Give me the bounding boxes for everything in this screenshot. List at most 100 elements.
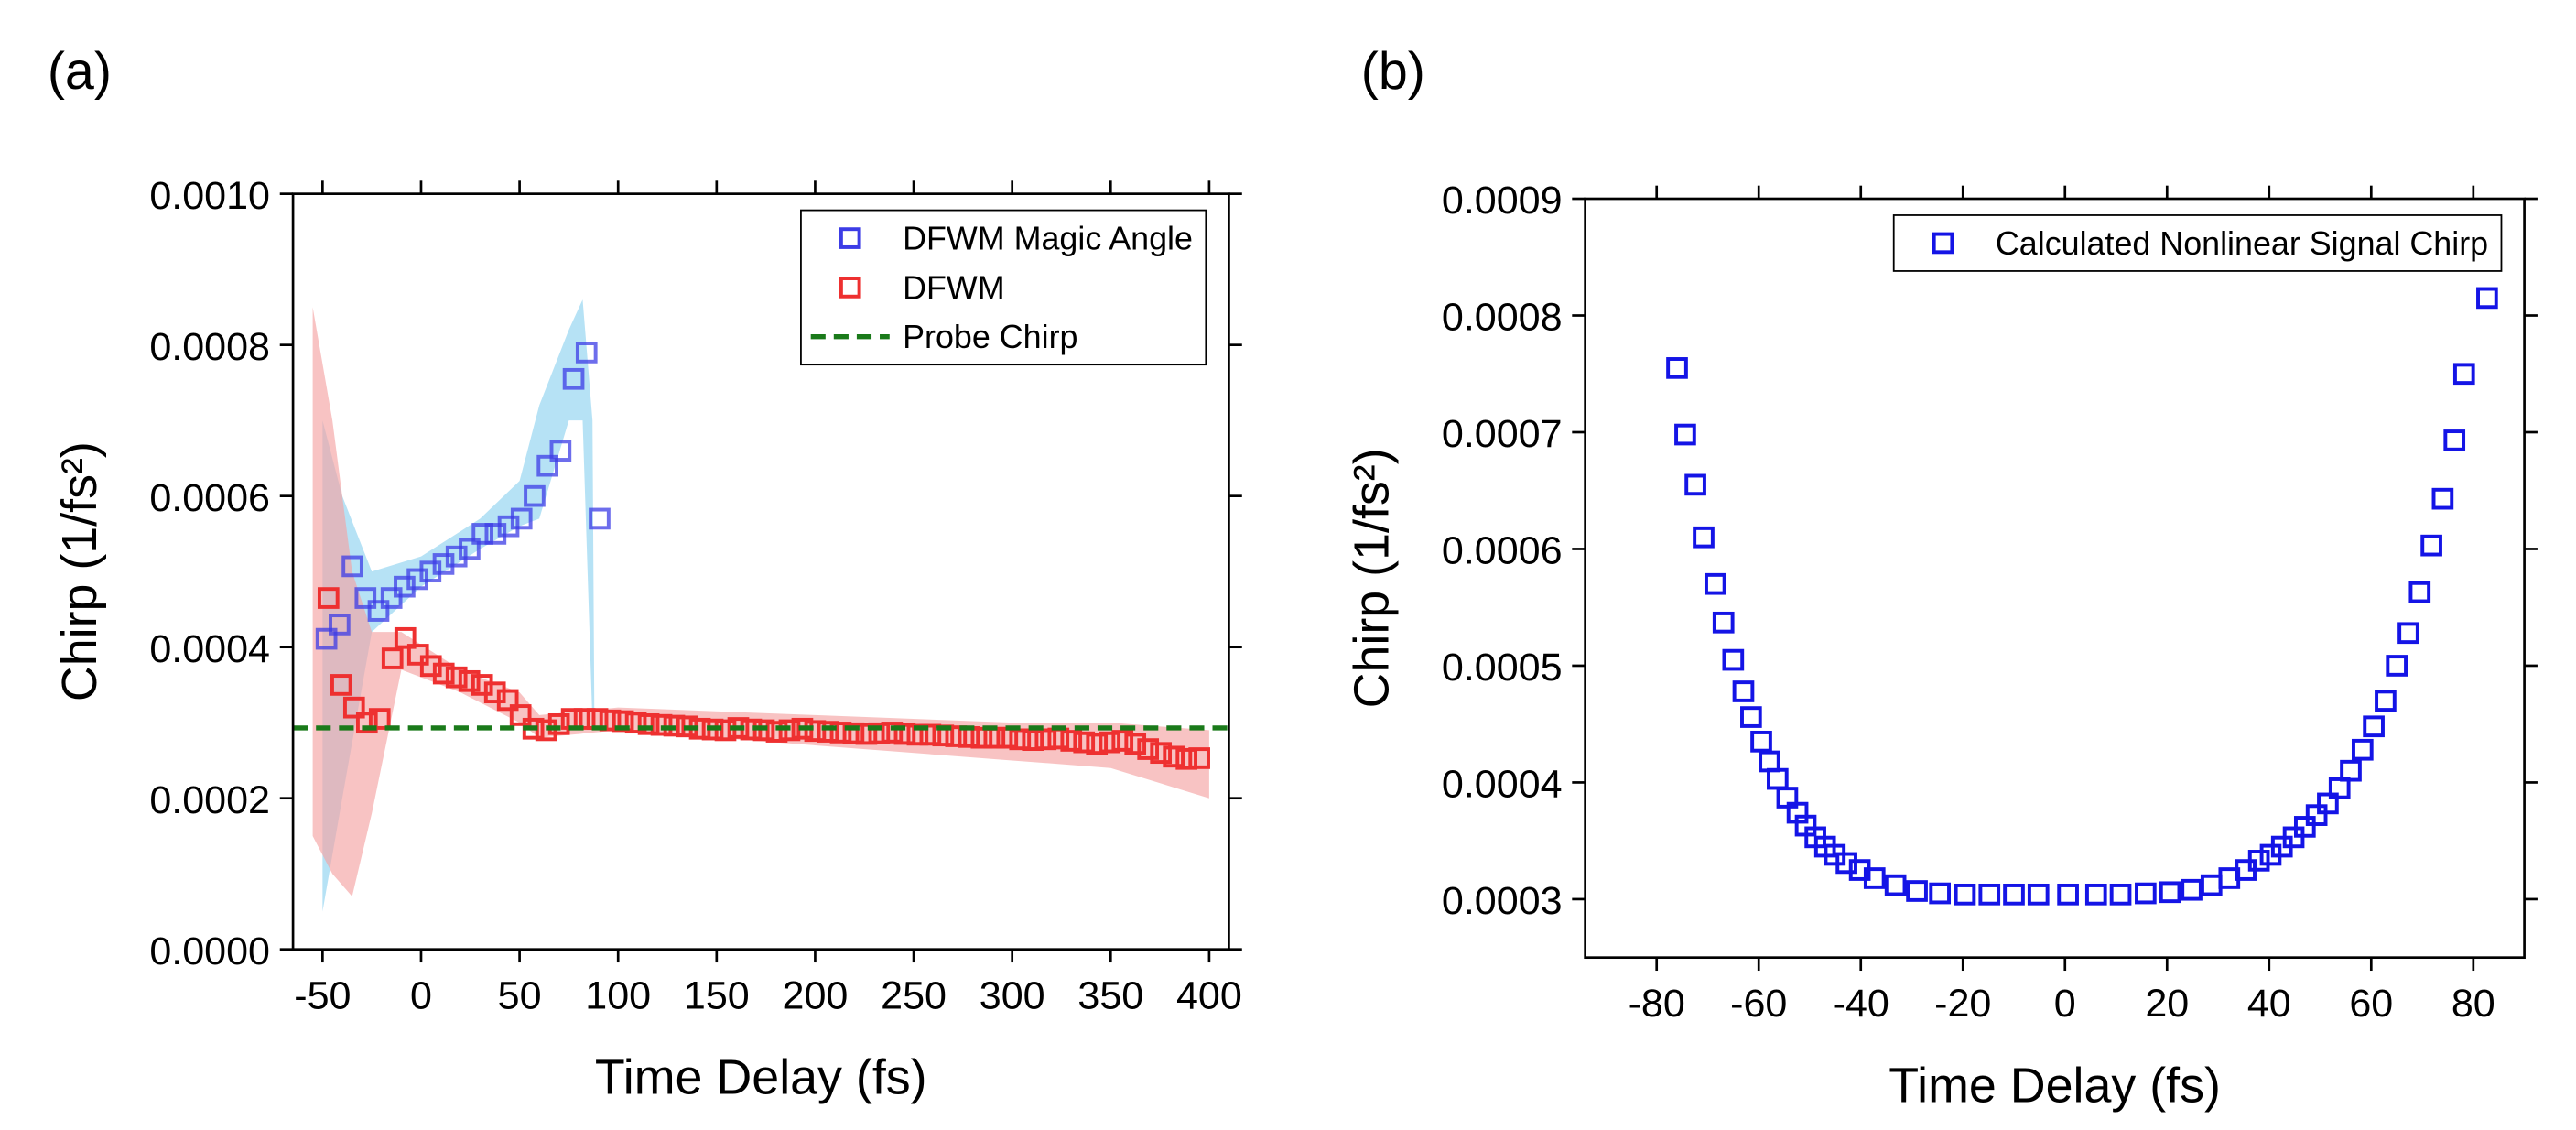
data-point bbox=[1906, 880, 1928, 902]
data-point bbox=[1060, 730, 1083, 752]
data-point bbox=[650, 713, 673, 736]
data-point bbox=[2109, 883, 2132, 906]
data-point bbox=[575, 342, 598, 364]
y-tick-label: 0.0004 bbox=[1442, 763, 1563, 807]
legend-label: Calculated Nonlinear Signal Chirp bbox=[1996, 225, 2488, 262]
y-tick-label: 0.0006 bbox=[1442, 529, 1563, 573]
data-point bbox=[855, 723, 878, 745]
data-point bbox=[2027, 883, 2050, 906]
data-point bbox=[459, 538, 481, 560]
data-point bbox=[1150, 742, 1173, 765]
data-point bbox=[1034, 728, 1057, 751]
plot-area bbox=[293, 299, 1229, 912]
data-point bbox=[329, 614, 351, 636]
data-point bbox=[509, 704, 532, 726]
panel-label: (a) bbox=[48, 42, 112, 101]
data-point bbox=[1188, 747, 1210, 769]
data-point bbox=[1175, 747, 1197, 770]
plot-area bbox=[1666, 287, 2498, 906]
x-axis-title: Time Delay (fs) bbox=[595, 1050, 927, 1105]
data-point bbox=[2247, 850, 2270, 872]
y-axis-title: Chirp (1/fs²) bbox=[1344, 448, 1399, 708]
data-point bbox=[341, 555, 363, 578]
data-point bbox=[2181, 878, 2203, 901]
x-tick-label: 400 bbox=[1176, 973, 1242, 1017]
data-point bbox=[2340, 759, 2362, 782]
data-point bbox=[406, 644, 429, 666]
data-point bbox=[549, 440, 572, 462]
data-point bbox=[562, 367, 585, 390]
x-tick-label: 300 bbox=[980, 973, 1045, 1017]
data-point bbox=[1693, 526, 1715, 549]
data-point bbox=[1978, 883, 2001, 906]
data-point bbox=[1835, 852, 1857, 875]
data-point bbox=[1666, 357, 1688, 379]
data-point bbox=[536, 454, 558, 477]
x-tick-label: -50 bbox=[294, 973, 351, 1017]
data-point bbox=[727, 717, 750, 739]
data-point bbox=[1759, 750, 1780, 773]
data-point bbox=[829, 722, 852, 744]
data-point bbox=[945, 725, 968, 747]
y-tick-label: 0.0005 bbox=[1442, 646, 1563, 690]
data-point bbox=[2159, 881, 2181, 904]
error-band bbox=[312, 307, 1209, 896]
data-point bbox=[368, 708, 391, 730]
data-point bbox=[970, 726, 993, 749]
legend-swatch bbox=[839, 227, 861, 249]
data-point bbox=[342, 696, 365, 719]
y-tick-label: 0.0010 bbox=[149, 174, 270, 218]
x-tick-label: 40 bbox=[2247, 982, 2291, 1026]
x-tick-label: -20 bbox=[1934, 982, 1991, 1026]
data-point bbox=[1073, 731, 1096, 754]
data-point bbox=[367, 600, 390, 622]
axes-frame bbox=[1584, 197, 2526, 960]
data-point bbox=[1740, 706, 1762, 728]
data-point bbox=[354, 587, 377, 609]
data-point bbox=[1684, 473, 1706, 496]
data-point bbox=[2408, 581, 2431, 603]
x-tick-label: 0 bbox=[410, 973, 432, 1017]
data-point bbox=[2057, 883, 2079, 906]
data-point bbox=[573, 708, 596, 730]
data-point bbox=[2386, 655, 2408, 677]
data-point bbox=[624, 712, 647, 734]
x-tick-label: 50 bbox=[498, 973, 542, 1017]
y-tick-label: 0.0008 bbox=[1442, 296, 1563, 340]
legend-label: DFWM Magic Angle bbox=[903, 221, 1193, 257]
data-point bbox=[1722, 648, 1745, 671]
data-point bbox=[842, 722, 865, 744]
data-point bbox=[868, 722, 891, 744]
y-axis-title: Chirp (1/fs²) bbox=[52, 441, 107, 701]
y-tick-label: 0.0000 bbox=[149, 929, 270, 973]
data-point bbox=[2476, 287, 2498, 310]
data-point bbox=[380, 587, 403, 609]
axes-frame bbox=[291, 192, 1230, 951]
data-point bbox=[496, 689, 519, 712]
y-tick-label: 0.0006 bbox=[149, 476, 270, 520]
x-tick-label: 350 bbox=[1077, 973, 1143, 1017]
data-point bbox=[2351, 738, 2374, 761]
data-point bbox=[2200, 874, 2223, 896]
data-point bbox=[471, 523, 493, 545]
data-point bbox=[458, 669, 481, 692]
data-point bbox=[1022, 729, 1044, 752]
data-point bbox=[893, 723, 916, 745]
x-axis-title: Time Delay (fs) bbox=[1889, 1059, 2221, 1114]
data-point bbox=[524, 484, 546, 507]
x-tick-label: 150 bbox=[684, 973, 750, 1017]
legend: DFWM Magic Angle DFWM Probe Chirp bbox=[800, 209, 1207, 366]
x-tick-label: 80 bbox=[2452, 982, 2495, 1026]
legend: Calculated Nonlinear Signal Chirp bbox=[1892, 214, 2503, 272]
x-tick-label: 20 bbox=[2145, 982, 2189, 1026]
data-point bbox=[2293, 816, 2316, 838]
data-point bbox=[315, 627, 338, 650]
data-point bbox=[2452, 363, 2475, 386]
y-tick-label: 0.0007 bbox=[1442, 412, 1563, 456]
y-tick-label: 0.0002 bbox=[149, 778, 270, 822]
data-point bbox=[1767, 767, 1789, 790]
data-point bbox=[701, 718, 724, 741]
data-point bbox=[919, 723, 942, 746]
